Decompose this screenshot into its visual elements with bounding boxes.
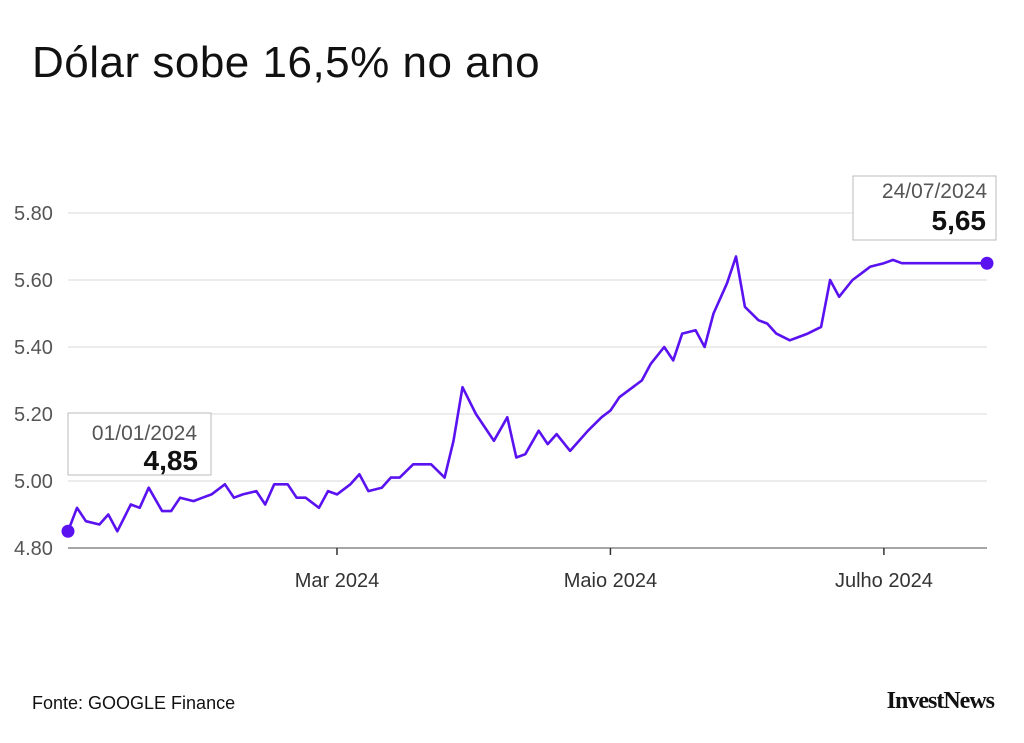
y-axis-ticks: 4.80 5.00 5.20 5.40 5.60 5.80	[14, 203, 53, 560]
source-note: Fonte: GOOGLE Finance	[32, 693, 236, 713]
end-callout-value: 5,65	[932, 205, 987, 236]
grid-lines	[68, 212, 987, 482]
series-line	[66, 255, 987, 533]
y-tick-label: 5.00	[14, 471, 53, 493]
y-tick-label: 5.80	[14, 203, 53, 225]
end-callout-box	[852, 175, 997, 241]
brand-logo: InvestNews	[886, 688, 995, 714]
y-tick-label: 5.40	[14, 337, 53, 359]
start-callout-box	[67, 412, 212, 476]
start-callout-value: 4,85	[144, 445, 199, 476]
y-tick-label: 4.80	[14, 538, 53, 560]
end-callout-date: 24/07/2024	[882, 180, 987, 203]
y-tick-label: 5.20	[14, 404, 53, 426]
x-axis: Mar 2024 Maio 2024 Julho 2024	[68, 547, 987, 592]
start-callout-date: 01/01/2024	[92, 422, 197, 445]
x-tick-label: Maio 2024	[564, 570, 657, 592]
y-tick-label: 5.60	[14, 270, 53, 292]
x-tick-label: Mar 2024	[295, 570, 380, 592]
x-tick-label: Julho 2024	[835, 570, 933, 592]
end-point-marker	[980, 256, 994, 270]
start-point-marker	[61, 524, 75, 538]
chart-title: Dólar sobe 16,5% no ano	[32, 38, 541, 87]
